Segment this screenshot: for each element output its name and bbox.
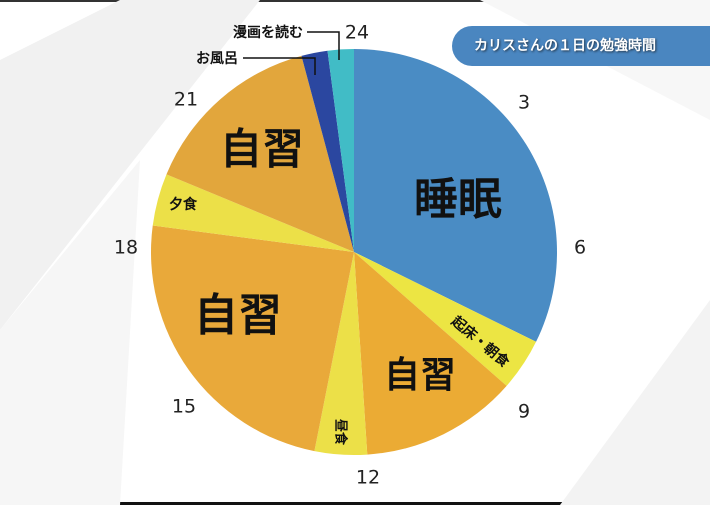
clock-tick-label: 24 xyxy=(345,22,369,44)
pie-slice xyxy=(301,50,354,252)
callout-line xyxy=(243,57,316,75)
pie-slice xyxy=(354,49,557,342)
slice-label: 夕食 xyxy=(169,196,198,213)
clock-tick-label: 6 xyxy=(574,237,586,259)
slice-label: 自習 xyxy=(194,290,282,341)
slice-label: 睡眠 xyxy=(414,174,502,225)
pie-slice xyxy=(314,252,368,456)
clock-tick-label: 12 xyxy=(356,467,380,489)
clock-tick-label: 21 xyxy=(174,89,198,111)
clock-tick-label: 18 xyxy=(114,237,138,259)
clock-tick-label: 3 xyxy=(518,92,530,114)
slice-label: 昼食 xyxy=(333,419,349,446)
slice-label: 自習 xyxy=(220,125,304,174)
pie-slice xyxy=(166,55,354,253)
callout-label: 漫画を読む xyxy=(233,24,303,41)
callout-label: お風呂 xyxy=(196,51,238,67)
clock-tick-label: 15 xyxy=(172,396,196,418)
pie-slice xyxy=(152,174,354,252)
callout-line xyxy=(307,31,340,60)
pie-slice xyxy=(354,252,507,455)
pie-slice xyxy=(327,49,354,252)
chart-title: カリスさんの１日の勉強時間 xyxy=(452,26,710,66)
slice-label: 自習 xyxy=(384,355,456,396)
clock-tick-label: 9 xyxy=(518,401,530,423)
pie-slice xyxy=(354,252,537,386)
pie-slice xyxy=(150,225,354,452)
